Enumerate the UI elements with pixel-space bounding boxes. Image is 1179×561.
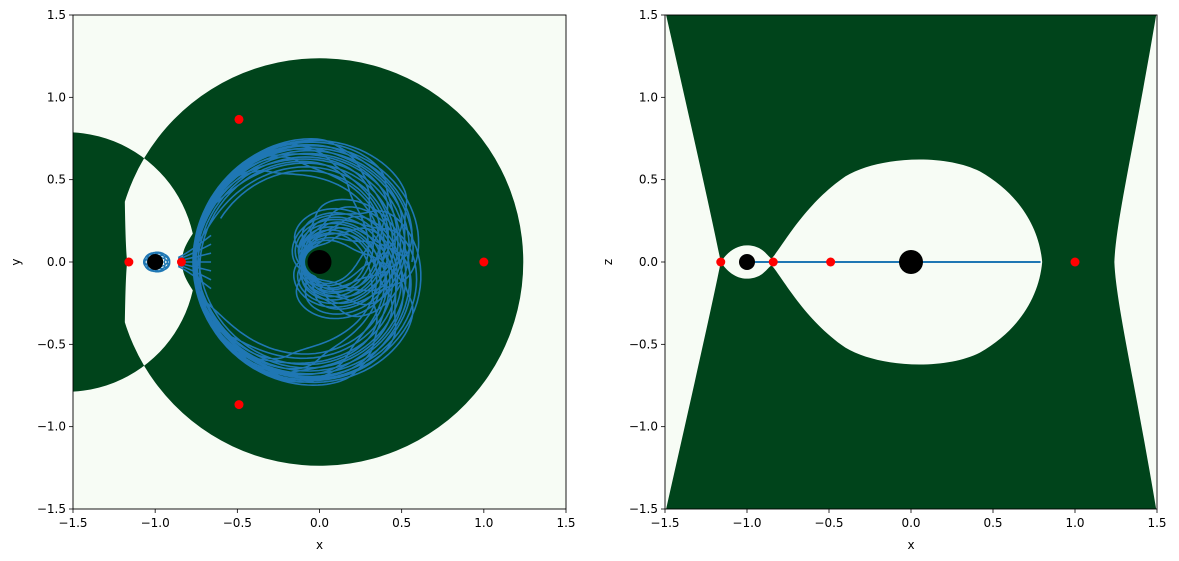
y-tick-label: 1.0: [639, 90, 658, 104]
x-axis-label: x: [907, 538, 914, 552]
lagrange-point: [826, 257, 836, 267]
y-ticks: −1.5 −1.0 −0.5 0.0 0.5 1.0 1.5: [629, 8, 665, 516]
bodies: [147, 250, 332, 274]
lagrange-point: [124, 257, 134, 267]
primary-body: [899, 250, 923, 274]
y-tick-label: −1.5: [629, 502, 658, 516]
y-tick-label: 1.5: [639, 8, 658, 22]
y-axis-label: y: [9, 258, 23, 265]
xz-plot-panel: −1.5 −1.0 −0.5 0.0 0.5 1.0 1.5 −1.5 −1.0 −0.5 0.0…: [601, 8, 1167, 552]
y-tick-label: 1.0: [47, 90, 66, 104]
x-tick-label: 0.5: [392, 516, 411, 530]
lagrange-point: [768, 257, 778, 267]
x-tick-label: −1.5: [58, 516, 87, 530]
y-tick-label: −0.5: [37, 337, 66, 351]
orbit-around-secondary: [143, 251, 171, 273]
y-tick-label: −0.5: [629, 337, 658, 351]
x-tick-label: 1.0: [474, 516, 493, 530]
lagrange-point: [234, 400, 244, 410]
lagrange-points: [716, 257, 1080, 267]
x-tick-label: −1.5: [650, 516, 679, 530]
x-tick-label: 1.5: [1147, 516, 1166, 530]
orbit-trajectory: [177, 137, 422, 387]
x-tick-label: −0.5: [223, 516, 252, 530]
xy-plot-panel: −1.5 −1.0 −0.5 0.0 0.5 1.0 1.5 −1.5 −1.0 −0.5 0.0…: [9, 8, 576, 552]
x-tick-label: −0.5: [814, 516, 843, 530]
y-tick-label: 0.0: [639, 255, 658, 269]
y-tick-label: 0.5: [47, 173, 66, 187]
x-axis-label: x: [316, 538, 323, 552]
y-tick-label: 0.5: [639, 173, 658, 187]
x-ticks: −1.5 −1.0 −0.5 0.0 0.5 1.0 1.5: [650, 509, 1167, 530]
y-tick-label: 0.0: [47, 255, 66, 269]
x-tick-label: −1.0: [141, 516, 170, 530]
bodies: [739, 250, 923, 274]
y-tick-label: −1.0: [37, 420, 66, 434]
x-tick-label: 1.5: [556, 516, 575, 530]
x-tick-label: 0.5: [983, 516, 1002, 530]
x-ticks: −1.5 −1.0 −0.5 0.0 0.5 1.0 1.5: [58, 509, 576, 530]
lagrange-point: [176, 257, 186, 267]
lagrange-point: [716, 257, 726, 267]
lagrange-point: [1070, 257, 1080, 267]
y-tick-label: −1.0: [629, 420, 658, 434]
forbidden-region: [666, 15, 1157, 509]
x-tick-label: 1.0: [1065, 516, 1084, 530]
y-ticks: −1.5 −1.0 −0.5 0.0 0.5 1.0 1.5: [37, 8, 73, 516]
y-tick-label: 1.5: [47, 8, 66, 22]
secondary-body: [739, 254, 755, 270]
y-axis-label: z: [601, 259, 615, 265]
y-tick-label: −1.5: [37, 502, 66, 516]
lagrange-point: [479, 257, 489, 267]
x-tick-label: 0.0: [310, 516, 329, 530]
x-tick-label: 0.0: [901, 516, 920, 530]
x-tick-label: −1.0: [732, 516, 761, 530]
primary-body: [307, 250, 332, 274]
lagrange-points: [124, 114, 489, 410]
lagrange-point: [234, 114, 244, 124]
secondary-body: [147, 254, 164, 270]
